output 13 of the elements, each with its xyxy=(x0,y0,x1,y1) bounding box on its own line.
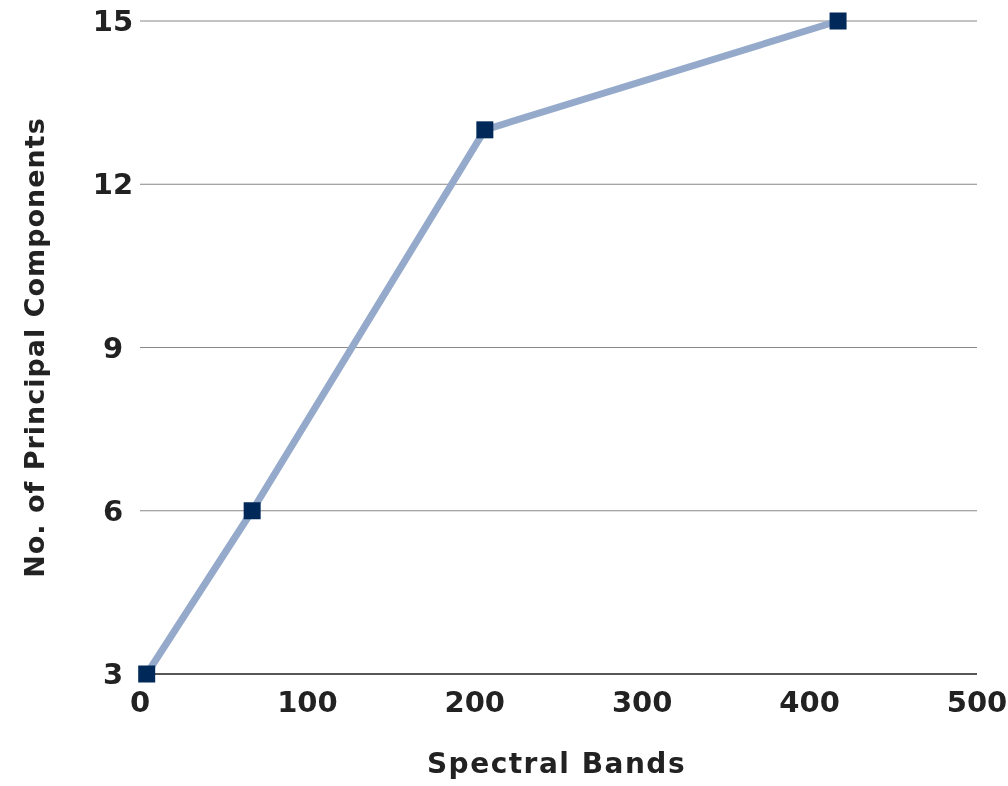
x-tick-label: 400 xyxy=(779,685,840,719)
x-tick-label: 0 xyxy=(129,685,151,719)
x-tick-label: 300 xyxy=(611,685,673,719)
x-tick-label: 500 xyxy=(946,685,1008,719)
x-tick-label: 200 xyxy=(444,685,506,719)
y-tick-label: 3 xyxy=(102,657,124,692)
x-axis-title: Spectral Bands xyxy=(426,747,687,780)
y-tick-label: 15 xyxy=(92,4,134,39)
y-tick-label: 9 xyxy=(102,330,124,365)
y-tick-label: 12 xyxy=(92,167,134,202)
y-axis-title: No. of Principal Components xyxy=(19,117,50,578)
y-tick-label: 6 xyxy=(102,493,124,528)
x-tick-label: 100 xyxy=(277,685,338,719)
